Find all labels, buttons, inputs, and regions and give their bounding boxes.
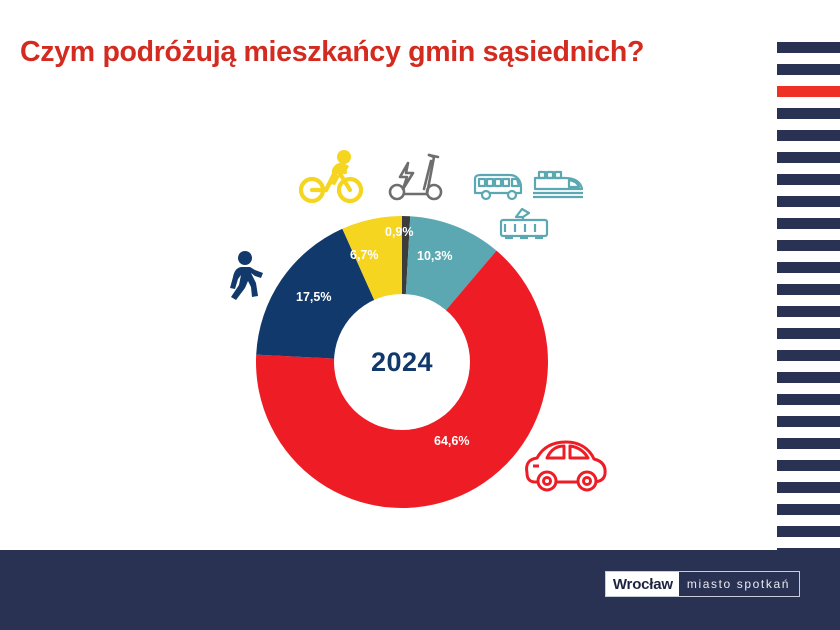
decorative-stripe: [777, 64, 840, 75]
car-icon: [521, 437, 611, 498]
tram-icon: [496, 205, 552, 250]
pedestrian-icon: [222, 250, 268, 307]
footer-bar: Wrocław miasto spotkań: [0, 550, 840, 630]
decorative-stripe: [777, 130, 840, 141]
decorative-stripe: [777, 504, 840, 515]
decorative-stripe: [777, 284, 840, 295]
decorative-stripe: [777, 108, 840, 119]
decorative-stripe: [777, 240, 840, 251]
decorative-stripe-column: [777, 42, 840, 592]
bus-icon: [472, 170, 524, 207]
decorative-stripe: [777, 42, 840, 53]
decorative-stripe: [777, 218, 840, 229]
train-icon: [531, 168, 585, 207]
decorative-stripe: [777, 482, 840, 493]
decorative-stripe: [777, 152, 840, 163]
decorative-stripe: [777, 438, 840, 449]
logo-secondary-text: miasto spotkań: [678, 572, 799, 596]
decorative-stripe: [777, 394, 840, 405]
donut-hole: [334, 294, 470, 430]
decorative-stripe-accent: [777, 86, 840, 97]
decorative-stripe: [777, 262, 840, 273]
page-title: Czym podróżują mieszkańcy gmin sąsiednic…: [20, 36, 645, 68]
logo-primary-text: Wrocław: [605, 572, 679, 596]
decorative-stripe: [777, 526, 840, 537]
donut-chart: 2024 17,5% 6,7% 0,9% 10,3% 64,6%: [252, 212, 552, 512]
bicycle-icon: [298, 148, 364, 211]
decorative-stripe: [777, 416, 840, 427]
donut-chart-svg: [256, 216, 548, 508]
decorative-stripe: [777, 460, 840, 471]
electric-scooter-icon: [386, 145, 454, 212]
decorative-stripe: [777, 372, 840, 383]
decorative-stripe: [777, 350, 840, 361]
decorative-stripe: [777, 196, 840, 207]
wroclaw-logo: Wrocław miasto spotkań: [604, 571, 800, 597]
decorative-stripe: [777, 328, 840, 339]
decorative-stripe: [777, 174, 840, 185]
decorative-stripe: [777, 306, 840, 317]
